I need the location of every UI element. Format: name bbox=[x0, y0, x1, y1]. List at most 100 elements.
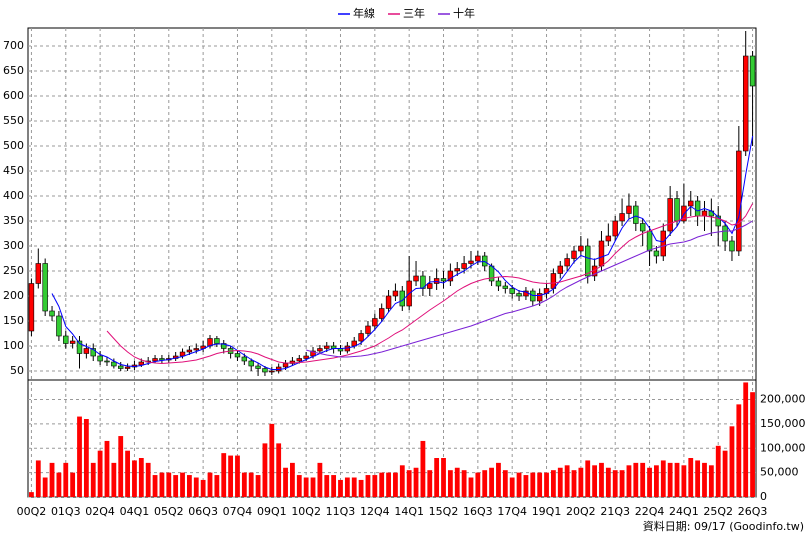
x-tick-label: 05Q2 bbox=[154, 505, 184, 518]
candle-body bbox=[475, 255, 481, 262]
volume-bar bbox=[310, 477, 316, 497]
x-tick-label: 14Q1 bbox=[394, 505, 424, 518]
volume-bar bbox=[303, 477, 309, 497]
candle-body bbox=[557, 265, 563, 274]
y-tick-label: 300 bbox=[3, 239, 24, 252]
volume-bar bbox=[619, 470, 625, 497]
volume-bar bbox=[324, 475, 330, 497]
candle-body bbox=[255, 365, 261, 369]
volume-bar bbox=[688, 458, 694, 497]
volume-bar bbox=[523, 475, 529, 497]
candle-body bbox=[111, 361, 117, 367]
candle-body bbox=[186, 349, 193, 353]
volume-bar bbox=[331, 475, 337, 497]
volume-bar bbox=[708, 465, 714, 497]
volume-bar bbox=[461, 470, 467, 497]
x-tick-label: 22Q4 bbox=[635, 505, 665, 518]
candle-body bbox=[722, 225, 728, 242]
source-note: 資料日期: 09/17 (Goodinfo.tw) bbox=[643, 519, 804, 533]
x-tick-label: 19Q1 bbox=[532, 505, 562, 518]
volume-bar bbox=[729, 426, 735, 497]
volume-bar bbox=[35, 460, 41, 497]
volume-bar bbox=[530, 472, 536, 497]
candle-body bbox=[742, 55, 749, 152]
candle-body bbox=[708, 210, 715, 217]
candle-body bbox=[269, 370, 275, 373]
volume-bar bbox=[736, 404, 742, 497]
volume-bar bbox=[255, 475, 261, 497]
volume-bar bbox=[647, 467, 652, 497]
volume-bar bbox=[516, 472, 522, 497]
volume-bar bbox=[372, 475, 378, 497]
y-tick-label: 600 bbox=[3, 89, 24, 102]
candle-body bbox=[392, 290, 399, 297]
volume-bar bbox=[674, 462, 680, 497]
candle-body bbox=[303, 355, 309, 359]
volume-bar bbox=[420, 440, 426, 497]
candle-body bbox=[612, 220, 618, 237]
candle-body bbox=[69, 340, 76, 344]
volume-bar bbox=[406, 470, 412, 497]
candle-body bbox=[317, 348, 323, 352]
volume-bar bbox=[599, 462, 604, 497]
x-tick-label: 12Q4 bbox=[360, 505, 390, 518]
ma-line bbox=[306, 220, 753, 358]
candle-body bbox=[282, 363, 289, 368]
candle-body bbox=[585, 245, 591, 277]
volume-bar bbox=[550, 470, 556, 497]
candle-body bbox=[378, 308, 385, 319]
volume-bar bbox=[166, 472, 172, 497]
candle-body bbox=[193, 348, 199, 351]
volume-bar bbox=[228, 455, 234, 497]
volume-bar bbox=[180, 472, 185, 497]
candle-body bbox=[571, 250, 577, 259]
price-frame bbox=[27, 27, 757, 381]
y-tick-label: 550 bbox=[3, 114, 24, 127]
y2-tick-label: 0 bbox=[760, 490, 767, 503]
candle-body bbox=[461, 263, 467, 269]
y2-tick-label: 150,000 bbox=[760, 417, 806, 430]
volume-bar bbox=[200, 479, 206, 497]
volume-bar bbox=[159, 472, 165, 497]
candle-body bbox=[97, 355, 103, 362]
volume-bar bbox=[585, 460, 591, 497]
x-tick-label: 17Q4 bbox=[497, 505, 527, 518]
volume-bar bbox=[290, 462, 295, 497]
volume-bar bbox=[138, 458, 144, 497]
candle-body bbox=[90, 348, 96, 357]
x-tick-label: 10Q2 bbox=[291, 505, 321, 518]
candle-body bbox=[372, 318, 378, 327]
volume-bar bbox=[358, 479, 364, 497]
volume-bar bbox=[207, 472, 213, 497]
x-tick-label: 21Q3 bbox=[600, 505, 630, 518]
volume-frame bbox=[27, 379, 757, 498]
candle-body bbox=[749, 55, 756, 87]
candle-body bbox=[358, 333, 364, 342]
volume-bar bbox=[715, 445, 721, 497]
volume-bar bbox=[111, 462, 117, 497]
volume-bar bbox=[571, 470, 577, 497]
volume-bar bbox=[132, 460, 137, 497]
candle-body bbox=[427, 283, 433, 289]
volume-bar bbox=[441, 458, 446, 497]
x-tick-label: 09Q1 bbox=[257, 505, 287, 518]
volume-bar bbox=[722, 450, 728, 497]
y-tick-label: 50 bbox=[10, 364, 24, 377]
y-tick-label: 350 bbox=[3, 214, 24, 227]
candle-body bbox=[248, 360, 254, 367]
volume-bar bbox=[750, 392, 755, 497]
volume-bar bbox=[276, 443, 282, 497]
candle-body bbox=[447, 270, 454, 282]
candle-body bbox=[83, 348, 90, 354]
volume-bar bbox=[63, 462, 69, 497]
volume-bar bbox=[399, 465, 405, 497]
volume-bar bbox=[454, 467, 460, 497]
candle-body bbox=[118, 365, 124, 369]
candle-body bbox=[715, 215, 721, 227]
volume-bar bbox=[317, 462, 323, 497]
candle-body bbox=[214, 338, 220, 344]
volume-bar bbox=[681, 465, 687, 497]
volume-bar bbox=[29, 492, 34, 497]
y-tick-label: 150 bbox=[3, 314, 24, 327]
